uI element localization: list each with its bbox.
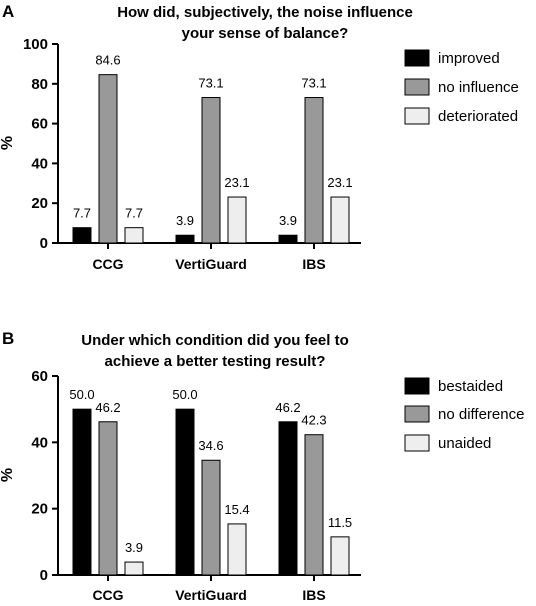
legend-swatch <box>404 78 430 96</box>
bar <box>304 97 324 244</box>
bar <box>278 234 298 244</box>
data-label: 84.6 <box>95 53 120 68</box>
legend-label: deteriorated <box>438 108 518 125</box>
data-label: 7.7 <box>125 206 143 221</box>
x-tick-label: CCG <box>92 587 123 603</box>
data-label: 23.1 <box>327 175 352 190</box>
data-label: 34.6 <box>198 438 223 453</box>
bar <box>227 523 247 576</box>
y-tick-label: 60 <box>31 116 48 133</box>
bar <box>124 561 144 576</box>
data-label: 23.1 <box>224 175 249 190</box>
bar <box>98 421 118 576</box>
bar <box>330 196 350 244</box>
bar <box>175 408 195 576</box>
x-tick-label: CCG <box>92 256 123 272</box>
x-tick-label: IBS <box>302 587 325 603</box>
x-tick-label: IBS <box>302 256 325 272</box>
data-label: 3.9 <box>125 540 143 555</box>
data-label: 46.2 <box>275 400 300 415</box>
bar <box>72 408 92 576</box>
y-tick-label: 60 <box>31 368 48 385</box>
bar <box>72 227 92 244</box>
legend-label: no difference <box>438 406 524 423</box>
legend-swatch <box>404 49 430 67</box>
legend-label: no influence <box>438 79 519 96</box>
legend-label: unaided <box>438 435 491 452</box>
data-label: 3.9 <box>176 213 194 228</box>
data-label: 3.9 <box>279 213 297 228</box>
x-tick-label: VertiGuard <box>175 256 247 272</box>
y-tick-label: 0 <box>40 567 48 584</box>
panel-letter: A <box>2 2 14 21</box>
y-tick-label: 20 <box>31 195 48 212</box>
data-label: 11.5 <box>328 515 352 530</box>
legend-swatch <box>404 107 430 125</box>
legend-label: bestaided <box>438 378 503 395</box>
y-tick-label: 0 <box>40 235 48 252</box>
y-axis-label: % <box>0 136 16 150</box>
y-tick-label: 20 <box>31 501 48 518</box>
data-label: 73.1 <box>198 76 223 91</box>
chart-title-line: Under which condition did you feel to <box>81 332 349 349</box>
chart-title-line: How did, subjectively, the noise influen… <box>117 4 413 21</box>
x-tick-label: VertiGuard <box>175 587 247 603</box>
data-label: 46.2 <box>95 400 120 415</box>
y-tick-label: 100 <box>23 36 48 53</box>
y-tick-label: 40 <box>31 155 48 172</box>
bar <box>227 196 247 244</box>
bar <box>278 421 298 576</box>
y-tick-label: 80 <box>31 76 48 93</box>
data-label: 7.7 <box>73 206 91 221</box>
data-label: 50.0 <box>69 387 94 402</box>
data-label: 15.4 <box>224 502 249 517</box>
y-tick-label: 40 <box>31 434 48 451</box>
bar <box>201 97 221 244</box>
chart-panel-b: B Under which condition did you feel to ac… <box>0 329 524 603</box>
bar <box>175 234 195 244</box>
bar <box>330 536 350 576</box>
bar <box>304 434 324 576</box>
data-label: 73.1 <box>301 76 326 91</box>
legend-swatch <box>404 434 430 452</box>
chart-title-line: your sense of balance? <box>182 25 349 42</box>
chart-title-line: achieve a better testing result? <box>105 353 326 370</box>
legend-swatch <box>404 377 430 395</box>
panel-letter: B <box>2 329 14 348</box>
legend-swatch <box>404 405 430 423</box>
legend-label: improved <box>438 50 500 67</box>
bar <box>124 227 144 244</box>
data-label: 50.0 <box>172 387 197 402</box>
y-axis-label: % <box>0 468 16 482</box>
chart-panel-a: A How did, subjectively, the noise influe… <box>0 2 519 272</box>
bar <box>98 74 118 244</box>
data-label: 42.3 <box>301 413 326 428</box>
bar <box>201 459 221 576</box>
